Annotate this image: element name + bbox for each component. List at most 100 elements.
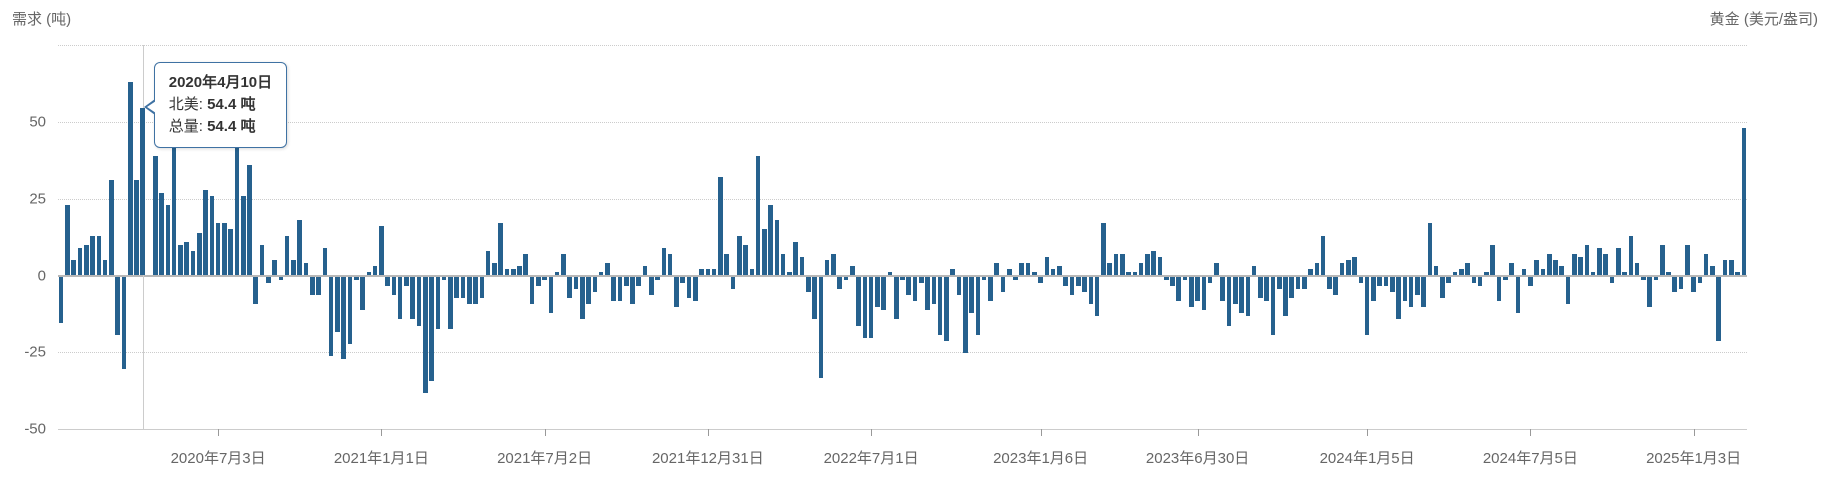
bar[interactable] — [692, 276, 698, 302]
bar[interactable] — [102, 260, 108, 276]
bar[interactable] — [71, 260, 76, 276]
bar[interactable] — [1540, 269, 1546, 276]
bar[interactable] — [542, 276, 547, 280]
bar[interactable] — [956, 276, 962, 295]
bar[interactable] — [460, 276, 466, 298]
bar[interactable] — [1584, 244, 1590, 276]
bar[interactable] — [950, 269, 956, 276]
bar[interactable] — [115, 276, 120, 335]
bar[interactable] — [353, 276, 359, 280]
bar[interactable] — [1521, 269, 1527, 276]
bar[interactable] — [837, 276, 842, 289]
bar[interactable] — [1119, 254, 1125, 276]
bar[interactable] — [1132, 272, 1138, 276]
bar[interactable] — [774, 220, 780, 276]
bar[interactable] — [988, 276, 993, 302]
bar[interactable] — [925, 276, 930, 311]
bar[interactable] — [448, 276, 453, 329]
bar[interactable] — [931, 276, 937, 305]
bar[interactable] — [492, 263, 497, 276]
bar[interactable] — [240, 195, 246, 276]
bar[interactable] — [1628, 235, 1634, 276]
bar[interactable] — [372, 266, 378, 276]
bar[interactable] — [1076, 276, 1081, 286]
bar[interactable] — [1578, 257, 1583, 276]
bar[interactable] — [341, 276, 346, 360]
bar[interactable] — [1603, 254, 1609, 276]
bar[interactable] — [755, 155, 761, 276]
bar[interactable] — [1264, 276, 1269, 302]
bar[interactable] — [649, 276, 654, 295]
bar[interactable] — [1295, 276, 1301, 289]
bar[interactable] — [536, 276, 541, 286]
bar[interactable] — [1000, 276, 1006, 292]
bar[interactable] — [1615, 247, 1621, 276]
bar[interactable] — [573, 276, 579, 289]
bar[interactable] — [366, 272, 372, 276]
bar[interactable] — [906, 276, 912, 295]
bar[interactable] — [1678, 276, 1684, 289]
bar[interactable] — [134, 180, 139, 276]
bar[interactable] — [1433, 266, 1439, 276]
bar[interactable] — [1490, 244, 1495, 276]
bar[interactable] — [171, 140, 177, 276]
bar[interactable] — [1113, 254, 1119, 276]
bar[interactable] — [793, 241, 799, 276]
bar[interactable] — [1722, 260, 1728, 276]
bar[interactable] — [429, 276, 434, 381]
bar[interactable] — [1013, 276, 1018, 280]
bar[interactable] — [1276, 276, 1282, 289]
bar[interactable] — [266, 276, 271, 283]
bar[interactable] — [592, 276, 598, 292]
bar[interactable] — [749, 269, 755, 276]
bar[interactable] — [1528, 276, 1533, 286]
bar[interactable] — [498, 223, 503, 276]
bar[interactable] — [1019, 263, 1025, 276]
bar[interactable] — [83, 244, 89, 276]
bar[interactable] — [1245, 276, 1251, 317]
bar[interactable] — [605, 263, 610, 276]
bar[interactable] — [1327, 276, 1332, 289]
bar[interactable] — [1069, 276, 1075, 295]
bar[interactable] — [1716, 276, 1722, 341]
bar[interactable] — [636, 276, 642, 286]
bar[interactable] — [1201, 276, 1207, 311]
bar[interactable] — [1339, 263, 1345, 276]
bar[interactable] — [975, 276, 981, 335]
bar[interactable] — [881, 276, 886, 311]
bar[interactable] — [1094, 276, 1100, 317]
bar[interactable] — [561, 254, 566, 276]
bar[interactable] — [831, 254, 836, 276]
bar[interactable] — [1653, 276, 1659, 280]
bar[interactable] — [379, 226, 384, 276]
bar[interactable] — [184, 241, 189, 276]
bar[interactable] — [1408, 276, 1414, 308]
bar[interactable] — [303, 263, 309, 276]
bar[interactable] — [196, 232, 202, 276]
bar[interactable] — [121, 276, 127, 369]
bar[interactable] — [1044, 257, 1050, 276]
bar[interactable] — [981, 276, 987, 280]
bar[interactable] — [1383, 276, 1389, 286]
bar[interactable] — [1465, 263, 1470, 276]
bar[interactable] — [1471, 276, 1477, 283]
bar[interactable] — [900, 276, 905, 280]
bar[interactable] — [1389, 276, 1395, 292]
bar[interactable] — [391, 276, 397, 295]
bar[interactable] — [485, 250, 491, 276]
bar[interactable] — [1226, 276, 1232, 326]
bar[interactable] — [548, 276, 554, 314]
bar[interactable] — [868, 276, 874, 338]
bar[interactable] — [1032, 272, 1037, 276]
bar[interactable] — [209, 195, 215, 276]
bar[interactable] — [109, 180, 114, 276]
bar[interactable] — [347, 276, 353, 345]
bar[interactable] — [1710, 266, 1715, 276]
bar[interactable] — [1189, 276, 1194, 308]
bar[interactable] — [1415, 276, 1420, 295]
bar[interactable] — [404, 276, 409, 286]
bar[interactable] — [780, 254, 786, 276]
bar[interactable] — [655, 276, 660, 280]
bar[interactable] — [937, 276, 943, 335]
bar[interactable] — [360, 276, 365, 311]
